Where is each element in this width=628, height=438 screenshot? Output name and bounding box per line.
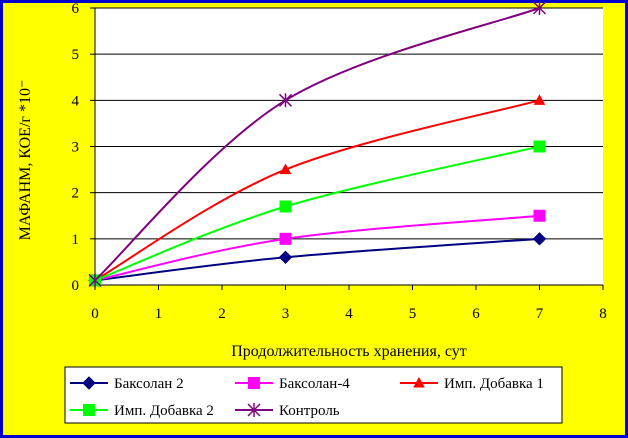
x-tick-label: 1 (155, 306, 163, 322)
data-point (533, 140, 546, 153)
y-tick-label: 5 (72, 47, 80, 63)
y-tick-label: 0 (72, 278, 80, 294)
legend-marker (82, 376, 96, 390)
data-point (279, 232, 292, 245)
legend-marker (83, 404, 95, 416)
legend-item-5: Контроль (235, 403, 340, 419)
legend-item-1: Баксолан 2 (70, 376, 184, 392)
x-tick-label: 4 (345, 306, 353, 322)
x-tick-label: 0 (91, 306, 99, 322)
legend: Баксолан 2 Баксолан-4 Имп. Добавка 1 Имп. Д… (64, 366, 563, 424)
data-point (533, 94, 546, 105)
legend-item-4: Имп. Добавка 2 (70, 403, 214, 419)
x-tick-label: 5 (409, 306, 417, 322)
grid-lines (95, 7, 603, 240)
x-tick-label: 2 (218, 306, 226, 322)
x-axis-title: Продолжительность хранения, сут (231, 343, 466, 360)
data-point (279, 200, 292, 213)
y-tick-label: 6 (72, 1, 80, 17)
y-tick-label: 4 (72, 93, 80, 109)
series-5 (88, 1, 547, 288)
data-point (532, 232, 547, 246)
data-point (88, 273, 102, 288)
data-point (278, 93, 293, 108)
legend-label: Контроль (279, 403, 340, 419)
legend-label: Имп. Добавка 1 (444, 376, 544, 392)
x-tick-label: 3 (282, 306, 290, 322)
x-tick-label: 8 (599, 306, 607, 322)
legend-marker (248, 377, 260, 389)
legend-marker (413, 376, 425, 388)
data-point (532, 1, 547, 15)
series-lines (88, 1, 547, 288)
legend-label: Баксолан 2 (114, 376, 184, 392)
legend-box (64, 366, 563, 424)
legend-label: Имп. Добавка 2 (114, 403, 214, 419)
legend-item-2: Баксолан-4 (235, 376, 350, 392)
legend-item-3: Имп. Добавка 1 (400, 376, 544, 392)
y-tick-label: 1 (72, 232, 80, 248)
data-point (533, 209, 546, 222)
y-axis-title: МАФАНМ, КОЕ/г *10⁻ (17, 80, 34, 241)
x-tick-label: 6 (472, 306, 480, 322)
data-point (278, 250, 293, 265)
legend-label: Баксолан-4 (279, 376, 350, 392)
legend-marker (247, 403, 261, 417)
y-tick-label: 3 (72, 140, 80, 156)
data-point (279, 163, 292, 175)
y-tick-label: 2 (72, 186, 80, 202)
x-tick-label: 7 (536, 306, 544, 322)
